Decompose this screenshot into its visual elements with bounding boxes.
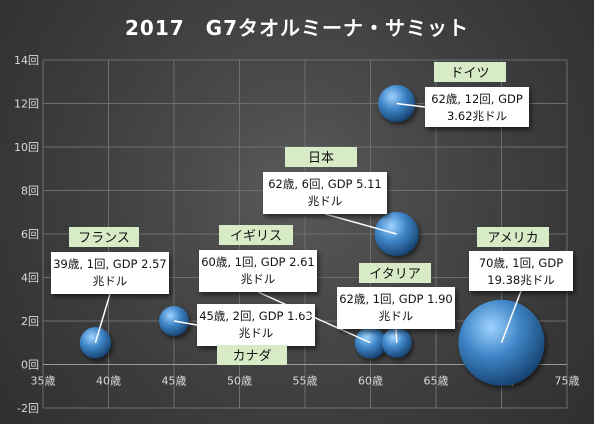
country-label: イギリス bbox=[230, 229, 282, 244]
callout-box bbox=[263, 172, 387, 214]
y-tick-label: 6回 bbox=[21, 228, 39, 241]
country-label: フランス bbox=[78, 231, 130, 246]
country-label: カナダ bbox=[232, 349, 271, 364]
callout-box bbox=[337, 287, 455, 329]
data-label: 19.38兆ドル bbox=[487, 273, 554, 287]
data-label: 兆ドル bbox=[93, 274, 128, 288]
callout-pointer bbox=[257, 291, 371, 344]
x-tick-label: 35歳 bbox=[31, 375, 56, 388]
y-tick-label: 12回 bbox=[14, 98, 39, 111]
country-label: イタリア bbox=[369, 267, 420, 282]
data-label: 39歳, 1回, GDP 2.57 bbox=[53, 257, 167, 271]
data-label: 62歳, 6回, GDP 5.11 bbox=[268, 177, 382, 191]
data-label: 3.62兆ドル bbox=[447, 109, 507, 123]
y-tick-label: 14回 bbox=[14, 54, 39, 67]
callout-box bbox=[199, 250, 317, 292]
x-tick-label: 65歳 bbox=[424, 375, 449, 388]
y-tick-label: 8回 bbox=[21, 185, 39, 198]
data-label: 62歳, 1回, GDP 1.90 bbox=[339, 292, 453, 306]
data-label: 62歳, 12回, GDP bbox=[431, 92, 523, 106]
x-tick-label: 40歳 bbox=[96, 375, 121, 388]
data-label: 兆ドル bbox=[239, 326, 274, 340]
callout-box bbox=[197, 304, 315, 346]
callout-pointer bbox=[94, 293, 111, 343]
data-label: 兆ドル bbox=[379, 309, 414, 323]
data-label: 兆ドル bbox=[308, 194, 343, 208]
data-label: 70歳, 1回, GDP bbox=[479, 256, 563, 270]
y-tick-label: 2回 bbox=[21, 315, 39, 328]
x-tick-label: 55歳 bbox=[293, 375, 318, 388]
callout-pointer bbox=[396, 102, 426, 108]
y-tick-label: 10回 bbox=[14, 141, 39, 154]
country-tag bbox=[217, 345, 287, 365]
x-tick-label: 60歳 bbox=[358, 375, 383, 388]
callout-pointer bbox=[173, 320, 198, 326]
bubble-フランス bbox=[79, 327, 112, 359]
y-tick-label: 0回 bbox=[21, 359, 39, 372]
callout-pointer bbox=[500, 290, 522, 344]
chart-title: 2017 G7タオルミーナ・サミット bbox=[125, 16, 469, 40]
country-tag bbox=[434, 62, 506, 82]
callout-box bbox=[425, 87, 529, 127]
callout-box bbox=[51, 252, 169, 294]
country-tag bbox=[477, 227, 549, 247]
callout-pointer bbox=[324, 213, 397, 235]
country-label: アメリカ bbox=[487, 231, 538, 246]
callout-box bbox=[469, 251, 573, 291]
y-tick-label: -2回 bbox=[17, 402, 39, 415]
x-tick-label: 50歳 bbox=[227, 375, 252, 388]
callout-pointer bbox=[395, 328, 398, 343]
country-tag bbox=[285, 147, 357, 167]
country-tag bbox=[219, 225, 293, 245]
country-label: 日本 bbox=[308, 151, 334, 166]
country-tag bbox=[359, 263, 431, 283]
country-tag bbox=[69, 227, 139, 247]
x-tick-label: 75歳 bbox=[555, 375, 580, 388]
y-tick-label: 4回 bbox=[21, 272, 39, 285]
country-label: ドイツ bbox=[450, 66, 489, 81]
data-label: 45歳, 2回, GDP 1.63 bbox=[199, 309, 313, 323]
data-label: 兆ドル bbox=[241, 272, 276, 286]
x-tick-label: 45歳 bbox=[162, 375, 187, 388]
data-label: 60歳, 1回, GDP 2.61 bbox=[201, 255, 315, 269]
